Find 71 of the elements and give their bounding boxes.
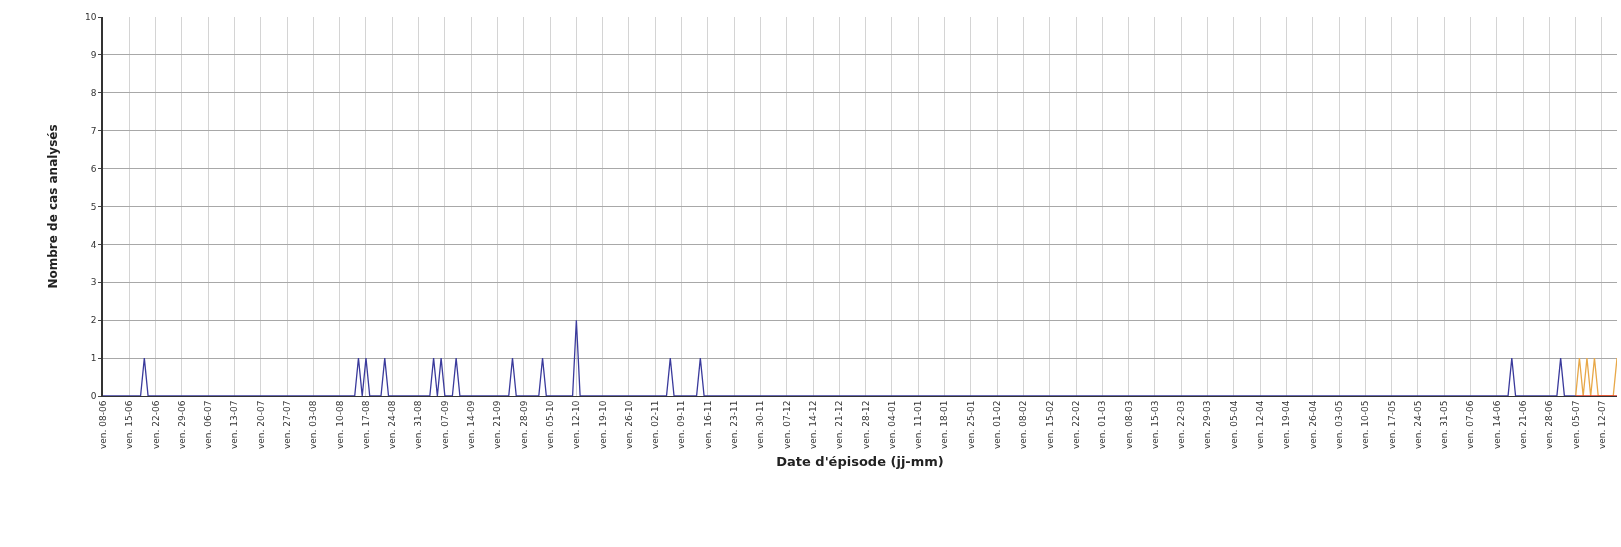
x-tick-label: ven. 05-04 xyxy=(1228,400,1239,450)
x-tick-label: ven. 23-11 xyxy=(729,400,740,450)
x-tick-label: ven. 22-06 xyxy=(150,400,161,450)
x-tick-label: ven. 22-03 xyxy=(1176,400,1187,450)
x-tick-label: ven. 07-09 xyxy=(439,400,450,450)
x-tick-label: ven. 02-11 xyxy=(650,400,661,450)
x-tick-label: ven. 28-06 xyxy=(1544,400,1555,450)
x-tick-label: ven. 27-07 xyxy=(282,400,292,450)
x-tick-label: ven. 24-05 xyxy=(1412,400,1423,450)
x-tick-label: ven. 07-12 xyxy=(781,400,792,450)
x-tick-label: ven. 05-07 xyxy=(1570,400,1581,450)
x-tick-label: ven. 14-12 xyxy=(807,400,818,450)
x-tick-label: ven. 01-02 xyxy=(992,400,1003,450)
x-tick-label: ven. 29-03 xyxy=(1202,400,1213,450)
x-tick-label: ven. 19-04 xyxy=(1281,400,1292,450)
x-tick-label: ven. 25-01 xyxy=(965,400,976,450)
x-tick-label: ven. 26-04 xyxy=(1307,400,1318,450)
x-tick-label: ven. 19-10 xyxy=(597,400,608,450)
x-tick-label: ven. 21-12 xyxy=(834,400,845,450)
x-tick-label: ven. 30-11 xyxy=(755,400,766,450)
x-tick-label: ven. 26-10 xyxy=(623,400,634,450)
x-tick-label: ven. 22-02 xyxy=(1070,400,1081,450)
x-tick-label: ven. 03-08 xyxy=(308,400,319,450)
x-tick-label: ven. 20-07 xyxy=(255,400,266,450)
x-tick-label: ven. 01-03 xyxy=(1097,400,1108,450)
y-axis-title: Nombre de cas analysés xyxy=(45,124,60,289)
x-tick-label: ven. 15-06 xyxy=(124,400,135,450)
x-tick-label: ven. 13-07 xyxy=(229,400,240,450)
x-tick-label: ven. 14-09 xyxy=(466,400,477,450)
x-tick-label: ven. 17-05 xyxy=(1386,400,1397,450)
x-tick-label: ven. 28-12 xyxy=(860,400,871,450)
x-tick-label: ven. 31-05 xyxy=(1439,400,1450,450)
x-tick-label: ven. 10-05 xyxy=(1360,400,1371,450)
x-tick-label: ven. 29-06 xyxy=(176,400,187,450)
x-tick-label: ven. 18-01 xyxy=(939,400,950,450)
y-tick-label: 2 xyxy=(90,315,97,326)
y-tick-label: 5 xyxy=(90,201,97,212)
x-tick-label: ven. 08-02 xyxy=(1018,400,1029,450)
x-tick-label: ven. 07-06 xyxy=(1465,400,1476,450)
x-tick-label: ven. 06-07 xyxy=(203,400,214,450)
x-tick-label: ven. 15-02 xyxy=(1044,400,1055,450)
x-axis-title: Date d'épisode (jj-mm) xyxy=(776,453,944,469)
x-tick-label: ven. 12-04 xyxy=(1255,400,1266,450)
y-tick-label: 1 xyxy=(90,353,97,364)
x-tick-label: ven. 17-08 xyxy=(360,400,371,450)
x-tick-label: ven. 10-08 xyxy=(334,400,345,450)
y-tick-label: 8 xyxy=(90,87,97,98)
y-tick-label: 0 xyxy=(90,391,97,402)
y-tick-label: 3 xyxy=(90,277,97,288)
y-tick-label: 10 xyxy=(85,12,97,23)
x-tick-label: ven. 16-11 xyxy=(702,400,713,450)
x-tick-label: ven. 11-01 xyxy=(913,400,924,450)
x-tick-label: ven. 04-01 xyxy=(886,400,897,450)
x-tick-label: ven. 14-06 xyxy=(1491,400,1502,450)
x-tick-label: ven. 21-06 xyxy=(1518,400,1529,450)
x-tick-label: ven. 12-07 xyxy=(1596,400,1607,450)
x-tick-label: ven. 12-10 xyxy=(571,400,582,450)
x-tick-label: ven. 21-09 xyxy=(492,400,503,450)
x-tick-label: ven. 24-08 xyxy=(387,400,398,450)
x-tick-label: ven. 05-10 xyxy=(544,400,555,450)
x-tick-label: ven. 03-05 xyxy=(1333,400,1344,450)
x-tick-label: ven. 08-03 xyxy=(1123,400,1134,450)
y-tick-label: 4 xyxy=(90,239,97,250)
x-tick-label: ven. 28-09 xyxy=(518,400,529,450)
x-tick-label: ven. 15-03 xyxy=(1149,400,1160,450)
x-tick-label: ven. 09-11 xyxy=(676,400,687,450)
x-tick-label: ven. 08-06 xyxy=(97,400,108,450)
x-tick-label: ven. 31-08 xyxy=(413,400,424,450)
y-tick-label: 6 xyxy=(90,163,97,174)
y-tick-label: 7 xyxy=(90,125,97,136)
y-tick-label: 9 xyxy=(90,50,97,61)
